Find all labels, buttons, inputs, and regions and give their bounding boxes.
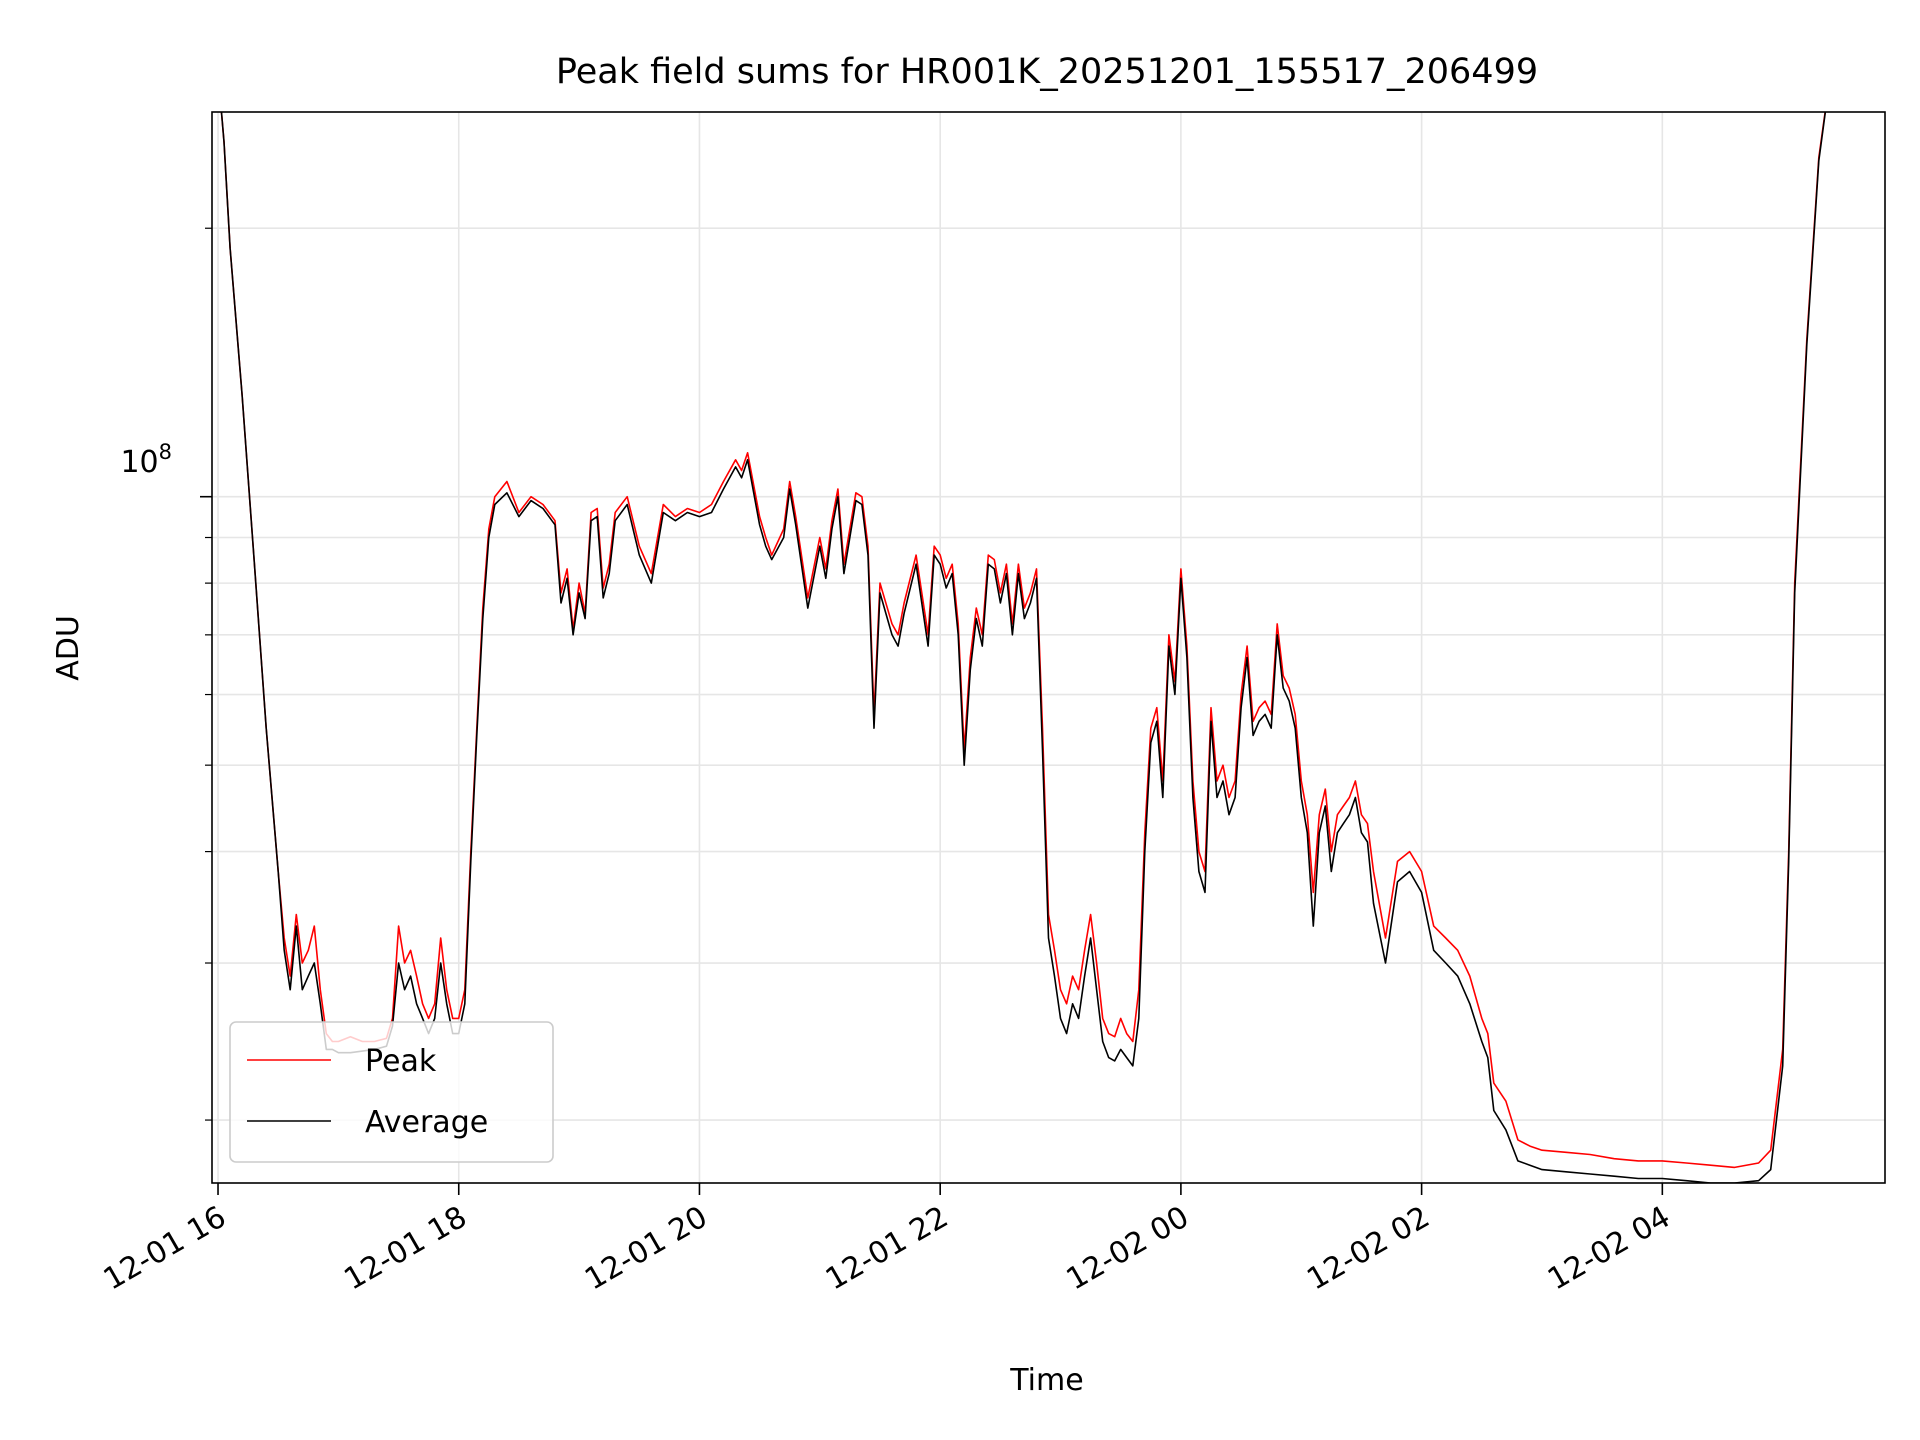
peak-series-line: [220, 112, 1826, 1169]
x-axis-label: Time: [1009, 1363, 1083, 1398]
svg-text:108: 108: [120, 440, 172, 480]
plot-area-border: [211, 111, 1886, 1184]
legend-box: [229, 1021, 554, 1163]
y-axis-label: ADU: [51, 615, 86, 681]
chart-title: Peak field sums for HR001K_20251201_1555…: [556, 52, 1538, 92]
legend-peak-label: Peak: [365, 1044, 437, 1079]
y-tick-label-major: 108: [120, 440, 172, 480]
legend: Peak Average: [229, 1021, 554, 1163]
legend-average-label: Average: [365, 1105, 488, 1140]
grid: [212, 112, 1885, 1183]
